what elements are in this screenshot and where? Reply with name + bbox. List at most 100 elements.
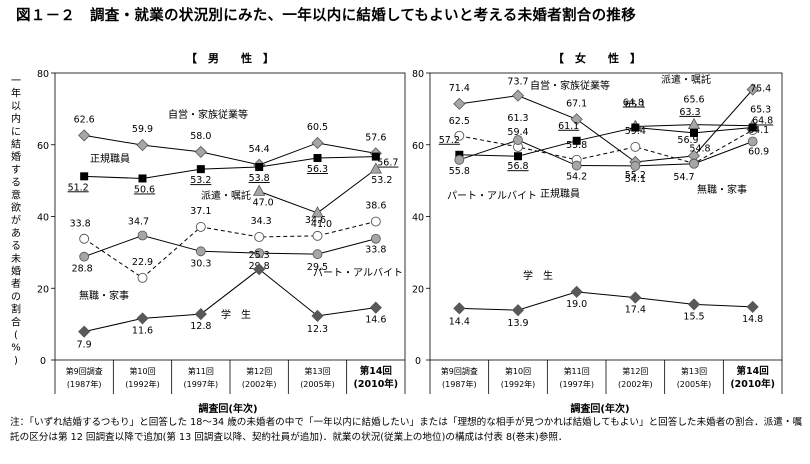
y-axis-title-char: す [11, 164, 21, 176]
data-point [136, 312, 149, 325]
data-label: 29.5 [307, 262, 328, 273]
data-point [746, 300, 759, 313]
series-name-label: 派遣・嘱託 [201, 189, 251, 202]
data-point [136, 139, 149, 152]
data-point [687, 298, 701, 311]
series-name-label: 派遣・嘱託 [661, 73, 711, 86]
x-tick-label-year: (1992年) [125, 379, 160, 389]
annotation-label: 学 生 [221, 308, 251, 321]
data-point [748, 123, 757, 132]
y-tick-label: 20 [37, 284, 49, 295]
series-line [84, 268, 376, 333]
data-label: 41.0 [311, 219, 332, 230]
data-point [513, 135, 523, 145]
data-label: 53.8 [249, 173, 270, 184]
data-point [78, 325, 91, 338]
data-label: 64.8 [752, 116, 773, 127]
data-point [747, 136, 758, 147]
data-label: 54.2 [566, 172, 587, 183]
data-point [454, 154, 465, 165]
data-label: 56.3 [307, 164, 328, 175]
y-tick-label: 0 [415, 356, 421, 367]
data-label: 51.2 [68, 182, 89, 193]
data-point [313, 154, 322, 163]
data-label: 67.1 [566, 98, 587, 109]
y-tick-label: 40 [412, 213, 424, 224]
data-point [194, 308, 207, 321]
x-tick-label-year: (2010年) [354, 378, 399, 390]
y-tick-label: 80 [37, 69, 49, 80]
data-label: 11.6 [132, 325, 153, 336]
y-axis-title-char: る [11, 240, 21, 252]
y-axis-title-char: 欲 [11, 201, 21, 214]
data-label: 57.6 [365, 132, 386, 143]
y-axis-title-char: 合 [11, 315, 21, 328]
y-axis-title-char: 者 [11, 278, 21, 290]
data-point [453, 302, 466, 315]
data-point [631, 123, 640, 132]
data-label: 54.7 [673, 172, 694, 183]
y-axis-title-char: 意 [11, 188, 21, 201]
y-tick-label: 40 [37, 213, 49, 224]
x-tick-label: 第13回 [304, 366, 330, 376]
data-label: 55.2 [625, 170, 646, 181]
data-label: 30.3 [190, 258, 211, 269]
data-label: 14.8 [742, 314, 763, 325]
data-label: 54.8 [689, 143, 710, 154]
data-label: 22.9 [132, 257, 153, 268]
data-point [570, 113, 583, 126]
series-name-label: 無職・家事 [79, 289, 129, 302]
data-label: 50.6 [134, 184, 155, 195]
y-axis-title-char: 一 [11, 76, 21, 87]
series-line [459, 291, 753, 311]
series-line [459, 129, 753, 164]
x-tick-label-year: (1997年) [559, 379, 594, 389]
series-name-label: パート・アルバイト [447, 190, 537, 202]
x-tick-label: 第10回 [505, 366, 531, 376]
data-label: 53.2 [371, 175, 392, 186]
x-tick-label-year: (1997年) [184, 379, 219, 389]
data-label: 62.6 [74, 114, 95, 125]
data-point [572, 136, 581, 145]
x-tick-label: 第14回 [360, 365, 392, 377]
data-label: 65.6 [683, 95, 704, 106]
data-point [454, 130, 465, 141]
data-point [690, 128, 698, 137]
data-point [371, 152, 380, 161]
data-label: 65.1 [625, 99, 646, 110]
x-tick-label: 第12回 [246, 366, 272, 376]
data-point [254, 231, 265, 242]
data-point [252, 184, 266, 196]
data-label: 60.5 [307, 122, 328, 133]
data-label: 33.8 [70, 219, 91, 230]
data-point [630, 141, 641, 152]
y-axis-title-char: 未 [11, 253, 21, 265]
y-axis-title-char: に [11, 126, 21, 138]
data-point [137, 272, 148, 283]
y-axis-title-char: 年 [11, 87, 21, 100]
data-point [311, 206, 324, 218]
x-tick-label-year: (1987年) [442, 379, 477, 389]
data-label: 34.7 [128, 217, 149, 228]
data-point [629, 291, 642, 304]
y-tick-label: 80 [412, 69, 424, 80]
y-axis-title-char: 以 [11, 101, 21, 112]
figure-title: 図１－２ 調査・就業の状況別にみた、一年以内に結婚してもよいと考える未婚者割合の… [16, 8, 637, 24]
data-label: 54.4 [249, 144, 270, 155]
data-label: 73.7 [507, 77, 528, 88]
data-point [370, 216, 381, 227]
y-axis-title-char: ) [14, 355, 18, 366]
x-tick-label-year: (2002年) [618, 379, 653, 389]
data-point [455, 150, 464, 159]
data-point [79, 251, 90, 262]
data-label: 54.1 [625, 174, 646, 185]
data-label: 7.9 [77, 340, 92, 351]
data-label: 15.5 [683, 311, 704, 322]
data-label: 55.8 [566, 140, 587, 151]
data-label: 13.9 [507, 318, 528, 329]
data-label: 58.0 [190, 131, 211, 142]
x-tick-label-year: (2002年) [242, 379, 277, 389]
series-line [459, 127, 753, 157]
y-axis-title-char: あ [11, 227, 21, 239]
